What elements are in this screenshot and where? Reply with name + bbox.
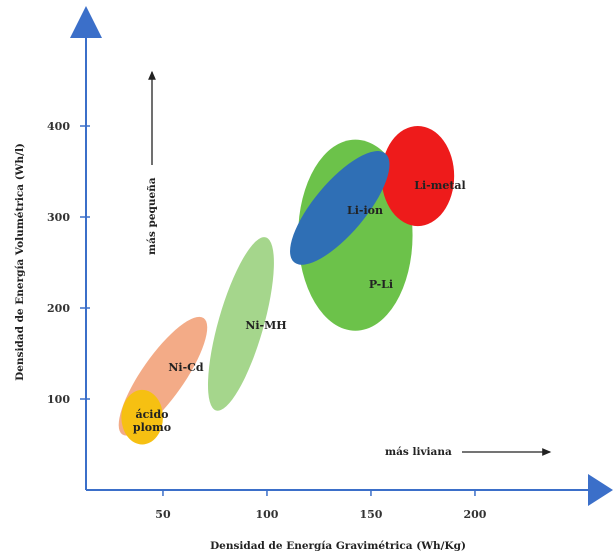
bubble-li-ion [290, 151, 390, 265]
bubble-label-cido-plomo: ácido plomo [133, 408, 171, 434]
axes [70, 6, 613, 506]
x-axis-label: Densidad de Energía Gravimétrica (Wh/Kg) [210, 540, 466, 552]
y-ticks: 100 200 300 400 [47, 120, 90, 406]
bubble-cido-plomo [121, 389, 163, 445]
annotation-right: más liviana [385, 446, 552, 458]
bubble-label-ni-cd: Ni-Cd [168, 361, 204, 374]
bubble-label-line: ácido [135, 408, 168, 421]
x-tick-label: 100 [255, 508, 278, 521]
bubble-li-metal [381, 126, 455, 227]
bubble-layer: ácido plomo Ni-Cd Ni-MH P-Li Li-ion Li-metal [118, 126, 466, 445]
x-ticks: 50 100 150 200 [155, 490, 487, 521]
y-tick-label: 100 [47, 393, 70, 406]
bubble-label-ni-mh: Ni-MH [245, 319, 286, 332]
bubble-label-p-li: P-Li [369, 278, 393, 291]
bubble-label-line: plomo [133, 421, 171, 434]
y-axis-arrowhead [70, 6, 102, 38]
y-tick-label: 200 [47, 302, 70, 315]
bubble-label-line: Ni-MH [245, 319, 286, 332]
annotation-up: más pequeña [146, 70, 158, 255]
x-tick-label: 200 [463, 508, 486, 521]
annotation-mas-pequena: más pequeña [146, 177, 158, 255]
x-tick-label: 150 [359, 508, 382, 521]
bubble-label-line: Ni-Cd [168, 361, 204, 374]
x-axis-arrowhead [588, 474, 613, 506]
y-tick-label: 300 [47, 211, 70, 224]
y-axis-label: Densidad de Energía Volumétrica (Wh/l) [14, 143, 26, 381]
bubble-label-li-metal: Li-metal [414, 179, 466, 192]
bubble-label-line: Li-metal [414, 179, 466, 192]
bubble-label-line: Li-ion [347, 204, 383, 217]
bubble-label-li-ion: Li-ion [347, 204, 383, 217]
bubble-label-line: P-Li [369, 278, 393, 291]
annotation-mas-liviana: más liviana [385, 446, 452, 458]
bubble-ni-mh [207, 237, 274, 411]
x-tick-label: 50 [155, 508, 171, 521]
y-tick-label: 400 [47, 120, 70, 133]
